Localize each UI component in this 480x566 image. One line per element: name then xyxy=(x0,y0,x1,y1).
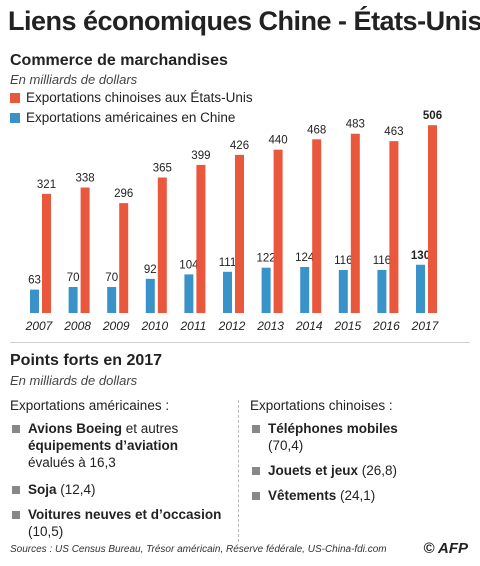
value-label-us-2012: 111 xyxy=(219,257,236,269)
us-exports-heading: Exportations américaines : xyxy=(10,398,170,413)
us-item-cars-value: (10,5) xyxy=(28,524,64,539)
us-item-soy-value: (12,4) xyxy=(56,482,96,497)
afp-logo: © AFP xyxy=(423,540,468,557)
bullet-icon xyxy=(12,425,20,433)
us-item-aircraft-bold1: Avions Boeing xyxy=(28,421,123,436)
value-label-china-2010: 365 xyxy=(153,163,172,175)
bar-us-2009 xyxy=(107,287,117,313)
legend-label-us: Exportations américaines en Chine xyxy=(26,110,236,125)
bullet-icon xyxy=(12,486,20,494)
bar-us-2011 xyxy=(184,274,194,313)
bar-china-2012 xyxy=(235,154,244,313)
highlights-unit: En milliards de dollars xyxy=(10,373,138,388)
value-label-us-2010: 92 xyxy=(144,264,157,276)
china-item-toys: Jouets et jeux (26,8) xyxy=(268,462,397,479)
us-item-soy: Soja (12,4) xyxy=(28,481,96,498)
value-label-us-2008: 70 xyxy=(67,272,80,284)
bar-us-2017 xyxy=(416,264,425,313)
bar-china-2010 xyxy=(157,177,167,313)
us-item-cars-bold: Voitures neuves et d’occasion xyxy=(28,507,222,522)
bar-us-2010 xyxy=(145,278,155,313)
value-label-us-2013: 122 xyxy=(257,253,276,265)
page-title: Liens économiques Chine - États-Unis xyxy=(8,6,480,36)
chart-section-title: Commerce de marchandises xyxy=(10,52,228,69)
bar-us-2013 xyxy=(261,267,271,313)
bar-us-2014 xyxy=(300,266,310,313)
legend-item-us: Exportations américaines en Chine xyxy=(10,110,235,125)
value-label-china-2015: 483 xyxy=(346,119,365,131)
bar-china-2017 xyxy=(428,125,437,313)
china-item-clothes-value: (24,1) xyxy=(336,488,376,503)
bar-china-2014 xyxy=(312,139,322,313)
sources-note: Sources : US Census Bureau, Trésor améri… xyxy=(10,544,387,555)
us-item-soy-bold: Soja xyxy=(28,482,57,497)
bullet-icon xyxy=(12,511,20,519)
bullet-icon xyxy=(252,467,260,475)
bullet-icon xyxy=(252,492,260,500)
value-label-china-2014: 468 xyxy=(307,124,326,136)
china-item-phones-bold: Téléphones mobiles xyxy=(268,421,398,436)
bar-china-2009 xyxy=(119,203,129,313)
x-tick-label-2010: 2010 xyxy=(140,319,168,333)
china-exports-heading: Exportations chinoises : xyxy=(250,398,393,413)
value-label-us-2007: 63 xyxy=(28,275,41,287)
us-item-aircraft-value: évalués à 16,3 xyxy=(28,455,116,470)
value-label-us-2016: 116 xyxy=(373,255,391,267)
x-tick-label-2017: 2017 xyxy=(411,319,440,333)
bar-us-2015 xyxy=(338,269,348,313)
china-item-toys-value: (26,8) xyxy=(358,463,398,478)
china-item-clothes-bold: Vêtements xyxy=(268,488,337,503)
x-tick-label-2014: 2014 xyxy=(295,319,323,333)
china-item-clothes: Vêtements (24,1) xyxy=(268,487,375,504)
bar-us-2016 xyxy=(377,269,387,313)
bar-china-2011 xyxy=(196,164,206,313)
us-item-aircraft-bold2: équipements d’aviation xyxy=(28,438,179,453)
highlights-title: Points forts en 2017 xyxy=(10,352,163,369)
bar-china-2008 xyxy=(80,187,90,313)
value-label-china-2013: 440 xyxy=(269,135,288,147)
x-tick-label-2011: 2011 xyxy=(179,319,206,333)
x-tick-label-2013: 2013 xyxy=(256,319,284,333)
value-label-china-2009: 296 xyxy=(114,188,133,200)
legend-swatch-us xyxy=(10,112,20,123)
legend-label-china: Exportations chinoises aux États-Unis xyxy=(26,90,253,105)
x-tick-label-2009: 2009 xyxy=(102,319,130,333)
value-label-us-2015: 116 xyxy=(334,255,352,267)
value-label-us-2011: 104 xyxy=(179,259,199,271)
chart-unit: En milliards de dollars xyxy=(10,72,138,87)
value-label-china-2008: 338 xyxy=(76,173,95,185)
value-label-us-2017: 130 xyxy=(411,250,430,262)
value-label-us-2014: 124 xyxy=(295,252,315,264)
column-divider xyxy=(238,400,239,542)
value-label-us-2009: 70 xyxy=(105,272,118,284)
legend-item-china: Exportations chinoises aux États-Unis xyxy=(10,90,253,105)
bar-china-2015 xyxy=(350,133,360,313)
bullet-icon xyxy=(252,425,260,433)
china-item-toys-bold: Jouets et jeux xyxy=(268,463,359,478)
x-tick-label-2015: 2015 xyxy=(333,319,361,333)
bar-chart: 63 321 2007 70 338 2008 70 296 2009 92 365 2010 104 3… xyxy=(25,110,442,333)
bar-us-2008 xyxy=(68,287,78,313)
x-tick-label-2016: 2016 xyxy=(372,319,400,333)
section-divider xyxy=(10,342,470,343)
value-label-china-2017: 506 xyxy=(423,110,442,122)
value-label-china-2007: 321 xyxy=(37,179,56,191)
x-tick-label-2012: 2012 xyxy=(218,319,246,333)
bar-us-2007 xyxy=(30,289,39,313)
bar-us-2012 xyxy=(223,271,232,313)
bar-china-2013 xyxy=(273,149,283,313)
us-item-aircraft-text1: et autres xyxy=(122,421,179,436)
x-tick-label-2008: 2008 xyxy=(63,319,91,333)
bar-china-2016 xyxy=(389,141,399,313)
bar-china-2007 xyxy=(42,193,51,313)
x-tick-label-2007: 2007 xyxy=(25,319,54,333)
us-item-aircraft: Avions Boeing et autres équipements d’av… xyxy=(28,420,178,471)
china-item-phones-value: (70,4) xyxy=(268,438,304,453)
value-label-china-2012: 426 xyxy=(230,140,249,152)
value-label-china-2016: 463 xyxy=(384,126,403,138)
us-item-cars: Voitures neuves et d’occasion (10,5) xyxy=(28,506,221,540)
value-label-china-2011: 399 xyxy=(191,150,210,162)
china-item-phones: Téléphones mobiles (70,4) xyxy=(268,420,398,454)
legend-swatch-china xyxy=(10,92,20,103)
